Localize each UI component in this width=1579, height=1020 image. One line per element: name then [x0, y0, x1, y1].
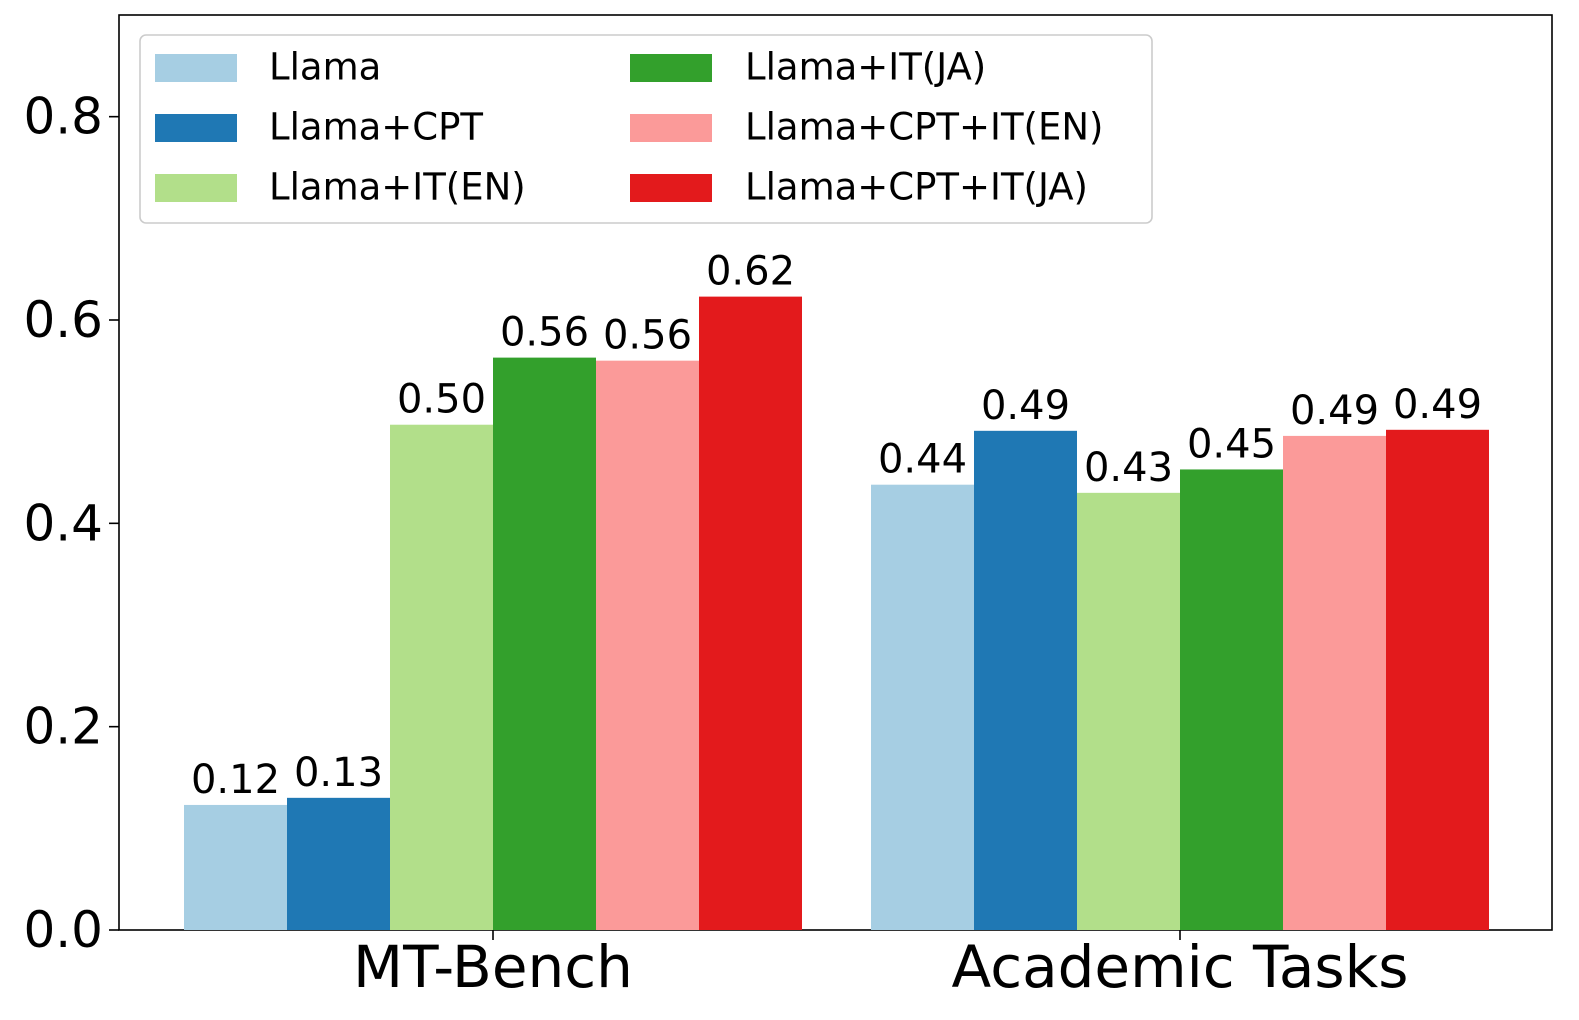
bar-llama-cpt-mt-bench [287, 797, 390, 930]
y-tick-label: 0.0 [23, 901, 103, 959]
legend-swatch [630, 114, 712, 142]
bar-llama-cpt-it-en-academic-tasks [1283, 435, 1386, 930]
y-tick-label: 0.6 [23, 291, 103, 349]
legend-swatch [155, 54, 237, 82]
y-tick-label: 0.8 [23, 88, 103, 146]
data-label: 0.12 [191, 757, 280, 803]
bar-llama-cpt-it-ja-academic-tasks [1386, 429, 1489, 930]
y-axis: 0.0 0.2 0.4 0.6 0.8 [23, 88, 119, 959]
bar-llama-cpt-it-ja-mt-bench [699, 296, 802, 930]
bar-series [184, 296, 1489, 931]
legend-swatch [155, 114, 237, 142]
data-label: 0.13 [294, 750, 383, 796]
legend-label: Llama [269, 46, 381, 89]
bar-llama-cpt-academic-tasks [974, 430, 1077, 930]
bar-llama-it-ja-mt-bench [493, 357, 596, 930]
data-label: 0.56 [603, 313, 692, 359]
data-label: 0.49 [981, 383, 1070, 429]
bar-llama-mt-bench [184, 804, 287, 930]
data-label: 0.50 [397, 377, 486, 423]
data-label: 0.44 [878, 437, 967, 483]
legend-swatch [630, 174, 712, 202]
legend: Llama Llama+CPT Llama+IT(EN) Llama+IT(JA) Ll… [139, 34, 1153, 224]
x-category-label: MT-Bench [353, 933, 633, 1001]
data-labels: 0.12 0.13 0.50 0.56 0.56 0.62 0.44 0.49 0.43 0.45… [191, 249, 1482, 803]
bar-llama-it-en-academic-tasks [1077, 492, 1180, 930]
legend-label: Llama+CPT [269, 106, 483, 149]
legend-label: Llama+IT(JA) [745, 46, 986, 89]
data-label: 0.43 [1084, 445, 1173, 491]
bar-llama-cpt-it-en-mt-bench [596, 360, 699, 931]
bar-llama-it-ja-academic-tasks [1180, 469, 1283, 930]
y-tick-label: 0.4 [23, 494, 103, 552]
x-category-label: Academic Tasks [952, 933, 1409, 1001]
data-label: 0.56 [500, 310, 589, 356]
data-label: 0.49 [1393, 382, 1482, 428]
legend-label: Llama+IT(EN) [269, 166, 526, 209]
data-label: 0.45 [1187, 421, 1276, 467]
bar-llama-it-en-mt-bench [390, 424, 493, 930]
legend-label: Llama+CPT+IT(JA) [745, 166, 1088, 209]
data-label: 0.49 [1290, 388, 1379, 434]
data-label: 0.62 [706, 249, 795, 295]
legend-label: Llama+CPT+IT(EN) [745, 106, 1103, 149]
legend-swatch [630, 54, 712, 82]
y-tick-label: 0.2 [23, 698, 103, 756]
x-axis: MT-Bench Academic Tasks [353, 930, 1408, 1001]
legend-swatch [155, 174, 237, 202]
bar-llama-academic-tasks [871, 484, 974, 930]
